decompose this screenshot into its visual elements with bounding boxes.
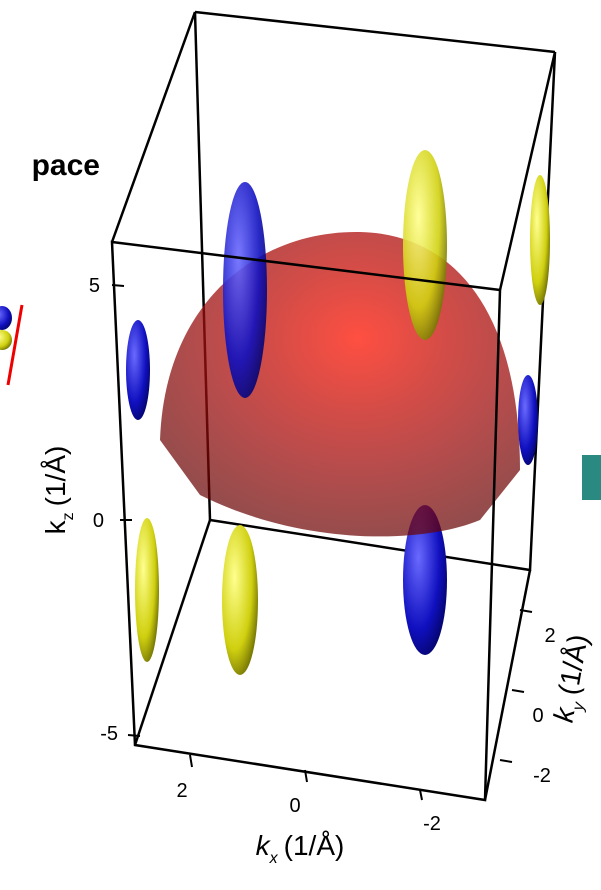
kx-label: kx(1/Å): [256, 830, 345, 867]
kz-label: kz (1/Å): [40, 446, 77, 535]
kz-sub: z: [60, 512, 77, 520]
teal-block: [582, 455, 601, 500]
kz-tick: 0: [93, 510, 104, 532]
ky-unit: (1/Å): [553, 632, 594, 697]
page: pace 5 0 -5 kz (1/Å) 2 0 -2 k x (1/Å) 2 0 -…: [0, 0, 601, 890]
kz-tick: 5: [89, 275, 100, 297]
ky-tick: -2: [533, 765, 551, 787]
kz-unit: (1/Å): [40, 446, 71, 507]
kx-sub: x: [269, 850, 279, 867]
kx-unit: (1/Å): [284, 830, 345, 861]
isosurfaces: [126, 150, 550, 675]
kx-tick: 2: [176, 780, 187, 802]
kx-tick: 0: [289, 795, 300, 817]
left-fragment: [0, 305, 22, 385]
kz-symbol: k: [40, 519, 71, 534]
title-fragment: pace: [32, 149, 100, 182]
kx-tick: -2: [423, 813, 441, 835]
ky-tick: 0: [532, 705, 543, 727]
ky-tick: 2: [544, 625, 555, 647]
figure: pace 5 0 -5 kz (1/Å) 2 0 -2 k x (1/Å) 2 0 -…: [0, 0, 601, 890]
kz-tick: -5: [100, 723, 118, 745]
